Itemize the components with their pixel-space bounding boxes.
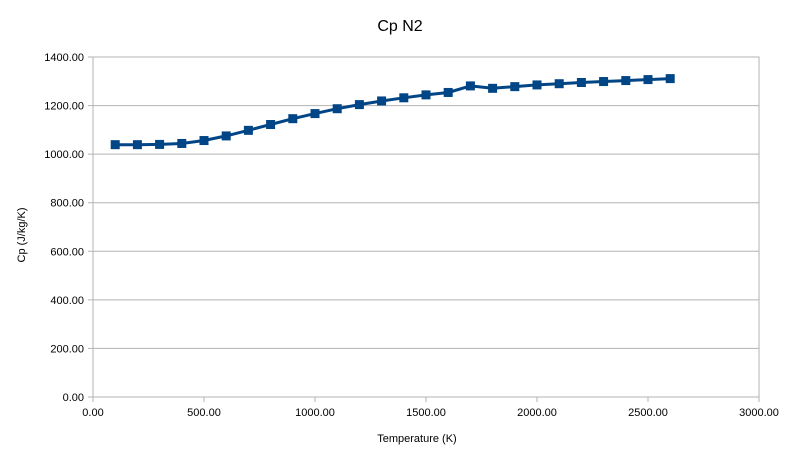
- data-point: [110, 140, 120, 150]
- data-point: [532, 80, 542, 90]
- y-axis-title: Cp (J/kg/K): [16, 207, 28, 262]
- chart-title: Cp N2: [377, 18, 422, 35]
- x-tick-label: 0.00: [82, 407, 103, 419]
- x-tick-label: 1500.00: [406, 407, 446, 419]
- data-point: [510, 82, 520, 92]
- x-tick-label: 3000.00: [739, 407, 779, 419]
- plot-area-border: [92, 56, 760, 398]
- data-point: [443, 87, 453, 97]
- series-line: [115, 77, 671, 147]
- y-tick-label: 0.00: [63, 392, 84, 404]
- gridlines: [93, 56, 759, 398]
- data-point: [199, 136, 209, 146]
- data-point: [177, 138, 187, 148]
- data-point: [643, 75, 653, 85]
- data-point: [621, 76, 631, 86]
- y-tick-label: 1000.00: [44, 149, 84, 161]
- y-tick-label: 1200.00: [44, 101, 84, 113]
- x-tick-label: 2500.00: [628, 407, 668, 419]
- data-point: [465, 81, 475, 91]
- data-point: [599, 77, 609, 87]
- data-point: [421, 90, 431, 100]
- data-point: [665, 74, 675, 84]
- data-point: [576, 78, 586, 87]
- x-tick-label: 500.00: [187, 407, 221, 419]
- data-point: [243, 125, 253, 135]
- y-axis-ticks: 0.00 200.00 400.00 600.00 800.00 1000.00 1200.…: [44, 52, 93, 404]
- data-point: [221, 131, 231, 141]
- data-point: [399, 93, 409, 103]
- x-tick-label: 1000.00: [295, 407, 335, 419]
- data-point: [310, 109, 320, 119]
- series-cp: [110, 74, 675, 150]
- data-point: [354, 100, 364, 110]
- x-axis-title: Temperature (K): [377, 433, 456, 445]
- data-point: [377, 96, 387, 106]
- y-tick-label: 200.00: [50, 343, 84, 355]
- x-axis-ticks: 0.00 500.00 1000.00 1500.00 2000.00 2500.00 30…: [82, 397, 779, 419]
- data-point: [488, 83, 498, 93]
- data-point: [288, 114, 298, 124]
- y-tick-label: 600.00: [50, 246, 84, 258]
- data-point: [332, 104, 342, 114]
- x-tick-label: 2000.00: [517, 407, 557, 419]
- y-tick-label: 800.00: [50, 198, 84, 210]
- data-point: [266, 120, 276, 130]
- data-point: [554, 79, 564, 89]
- y-tick-label: 1400.00: [44, 52, 84, 64]
- data-point: [155, 139, 165, 149]
- y-tick-label: 400.00: [50, 295, 84, 307]
- data-point: [132, 140, 142, 150]
